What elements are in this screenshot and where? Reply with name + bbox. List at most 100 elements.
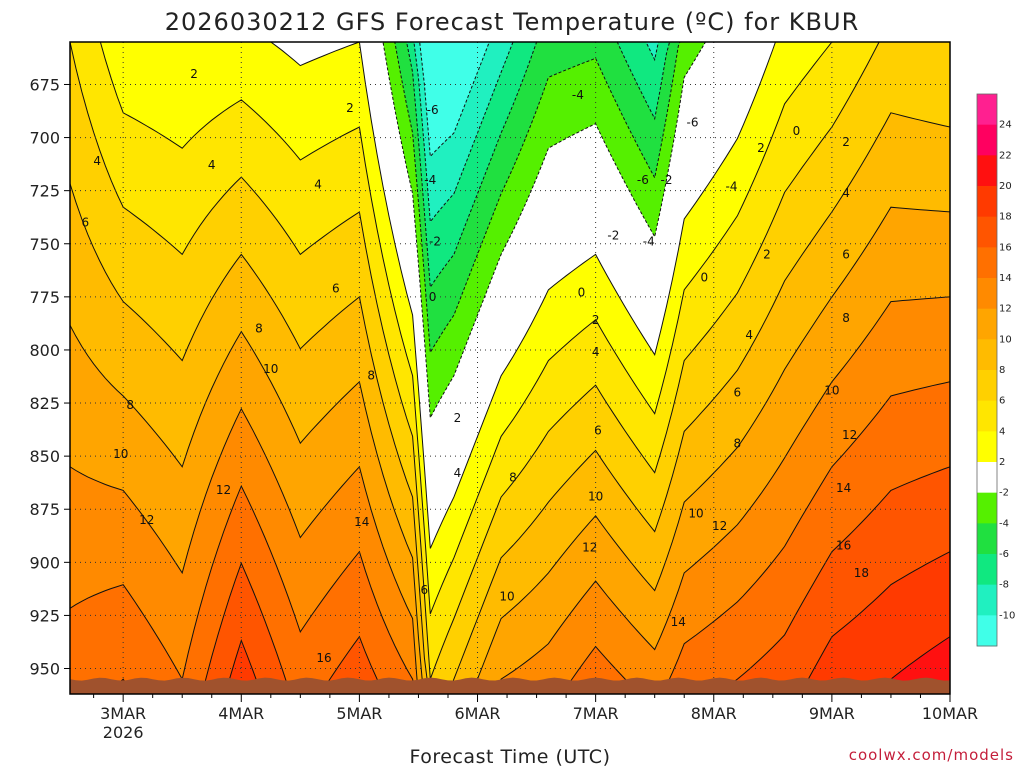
legend-swatch	[977, 94, 997, 126]
isotherm-6	[70, 42, 950, 680]
legend-label: 10	[999, 334, 1012, 345]
legend-label: 22	[999, 150, 1012, 161]
legend-swatch	[977, 615, 997, 647]
contour-label: 10	[688, 506, 703, 520]
x-tick-label-4MAR: 4MAR	[218, 704, 264, 723]
contour-label: -4	[572, 88, 584, 102]
chart-title: 2026030212 GFS Forecast Temperature (ºC)…	[165, 8, 860, 36]
x-tick-label-10MAR: 10MAR	[922, 704, 978, 723]
contour-label: 6	[734, 385, 742, 399]
contour-label: 4	[93, 154, 101, 168]
contour-label: 16	[316, 651, 331, 665]
y-axis: 675 700 725 750 775 800 825 850 875 900 925 950	[29, 75, 70, 679]
legend-swatch	[977, 155, 997, 187]
y-tick-label: 925	[29, 606, 60, 625]
legend-label: -4	[999, 518, 1009, 529]
contour-label: 2	[842, 135, 850, 149]
contour-label: 14	[354, 515, 369, 529]
contour-label: 4	[745, 328, 753, 342]
legend-label: 24	[999, 120, 1012, 131]
contour-label: 8	[509, 470, 517, 484]
contour-label: 10	[824, 383, 839, 397]
contour-label: 4	[842, 186, 850, 200]
legend-swatch	[977, 431, 997, 463]
legend-label: 14	[999, 273, 1012, 284]
ground-surface	[70, 677, 950, 694]
color-legend: 24 22 20 18 16 14 12 10 8 6 4 2 -2 -4 -6 -8 -10	[976, 93, 1015, 647]
contour-label: -4	[725, 179, 737, 193]
isotherm-16	[107, 466, 950, 694]
contour-label: 6	[82, 216, 90, 230]
x-tick-label-9MAR: 9MAR	[809, 704, 855, 723]
contour-label: 14	[671, 615, 686, 629]
legend-label: 20	[999, 181, 1012, 192]
legend-label: -10	[999, 610, 1015, 621]
y-tick-label: 950	[29, 660, 60, 679]
isotherm--6	[406, 42, 671, 289]
legend-swatch	[977, 523, 997, 555]
legend-swatch	[977, 247, 997, 279]
x-axis-label: Forecast Time (UTC)	[410, 746, 611, 768]
contour-label: -2	[607, 228, 619, 242]
contour-label: 0	[793, 124, 801, 138]
legend-label: -2	[999, 488, 1009, 499]
x-tick-label-7MAR: 7MAR	[573, 704, 619, 723]
y-tick-label: 725	[29, 182, 60, 201]
contour-label: 2	[757, 141, 765, 155]
isotherm-4	[99, 42, 833, 614]
legend-label: 4	[999, 426, 1005, 437]
legend-swatch	[977, 462, 997, 494]
contour-label: 2	[346, 101, 354, 115]
isotherm-8	[70, 112, 950, 694]
legend-swatch	[977, 216, 997, 248]
contour-label: 8	[734, 436, 742, 450]
legend-swatch	[977, 554, 997, 586]
y-tick-label: 850	[29, 447, 60, 466]
contour-label: 4	[454, 466, 462, 480]
contour-label: 12	[712, 519, 727, 533]
contour-label: 14	[836, 481, 851, 495]
contour-label: 0	[578, 286, 586, 300]
contour-label: 8	[126, 398, 134, 412]
y-tick-label: 900	[29, 553, 60, 572]
contour-label: 10	[113, 447, 128, 461]
legend-label: -8	[999, 580, 1009, 591]
plot-frame	[69, 41, 951, 695]
legend-swatch	[977, 186, 997, 218]
y-tick-label: 775	[29, 288, 60, 307]
temp-band-12	[70, 296, 950, 694]
contour-label: -6	[687, 116, 699, 130]
contour-label: 16	[836, 538, 851, 552]
legend-label: 6	[999, 396, 1005, 407]
contour-label: 2	[592, 313, 600, 327]
contour-label: 6	[332, 281, 340, 295]
contour-label: 4	[592, 345, 600, 359]
y-tick-label: 825	[29, 394, 60, 413]
contour-label: 8	[255, 322, 263, 336]
x-tick-label-6MAR: 6MAR	[454, 704, 500, 723]
x-tick-sublabel: 2026	[103, 723, 144, 742]
legend-swatch	[977, 492, 997, 524]
x-tick-label-8MAR: 8MAR	[691, 704, 737, 723]
legend-label: 16	[999, 242, 1012, 253]
contour-label: 10	[263, 362, 278, 376]
legend-frame	[976, 93, 998, 647]
credit-text: coolwx.com/models	[849, 746, 1014, 764]
ground-surface-fill	[70, 677, 950, 694]
contour-labels: 2468101241281046281416-6-4-20246810-4101…	[82, 67, 870, 665]
contour-label: 4	[208, 158, 216, 172]
contour-label: 12	[139, 513, 154, 527]
contour-label: 0	[700, 271, 708, 285]
contour-label: 2	[763, 247, 771, 261]
contour-label: -6	[637, 173, 649, 187]
legend-label: 12	[999, 304, 1012, 315]
legend-swatch	[977, 339, 997, 371]
x-tick-label-5MAR: 5MAR	[336, 704, 382, 723]
contour-label: 10	[499, 589, 514, 603]
contour-label: 8	[367, 368, 375, 382]
temp-band-14	[70, 381, 950, 694]
legend-label: 18	[999, 212, 1012, 223]
contour-label: 12	[216, 483, 231, 497]
